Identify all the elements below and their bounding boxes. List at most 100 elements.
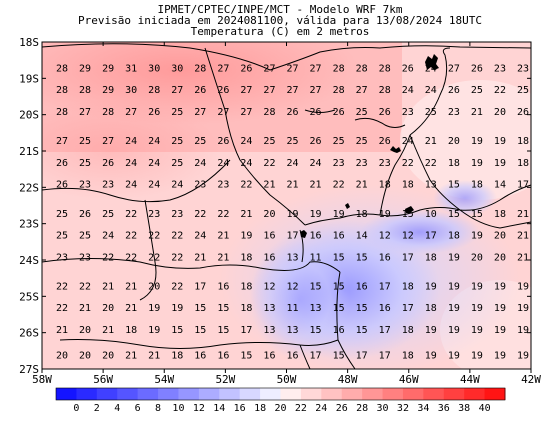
- temperature-value: 18: [425, 303, 437, 314]
- colorbar-label: 30: [377, 403, 389, 414]
- lat-tick-label: 27S: [19, 363, 39, 376]
- colorbar-label: 24: [315, 403, 327, 414]
- temperature-value: 24: [148, 136, 160, 147]
- temperature-value: 25: [171, 158, 183, 169]
- temperature-value: 19: [517, 325, 529, 336]
- temperature-value: 22: [333, 180, 345, 191]
- colorbar-swatch: [239, 388, 261, 400]
- lat-tick-label: 18S: [19, 36, 39, 49]
- temperature-value: 17: [517, 180, 529, 191]
- temperature-value: 15: [448, 180, 460, 191]
- temperature-value: 22: [494, 85, 506, 96]
- temperature-value: 25: [79, 231, 91, 242]
- temperature-value: 21: [102, 281, 114, 292]
- lon-tick-label: 50W: [277, 373, 297, 386]
- temperature-value: 19: [494, 158, 506, 169]
- temperature-value: 16: [194, 350, 206, 361]
- temperature-value: 22: [148, 252, 160, 263]
- temperature-value: 15: [240, 350, 252, 361]
- temperature-value: 21: [425, 136, 437, 147]
- temperature-value: 20: [494, 231, 506, 242]
- temperature-value: 25: [286, 136, 298, 147]
- temperature-value: 16: [333, 325, 345, 336]
- temperature-value: 25: [471, 85, 483, 96]
- temperature-value: 19: [333, 209, 345, 220]
- temperature-value: 11: [286, 303, 298, 314]
- temperature-value: 23: [494, 63, 506, 74]
- lat-tick-label: 23S: [19, 218, 39, 231]
- temperature-value: 16: [379, 252, 391, 263]
- temperature-value: 22: [148, 231, 160, 242]
- temperature-value: 17: [240, 325, 252, 336]
- temperature-value: 24: [171, 180, 183, 191]
- temperature-value: 16: [263, 231, 275, 242]
- temperature-value: 27: [102, 136, 114, 147]
- colorbar-label: 20: [274, 403, 286, 414]
- temperature-value: 23: [402, 107, 414, 118]
- temperature-value: 22: [102, 252, 114, 263]
- temperature-value: 23: [379, 158, 391, 169]
- temperature-value: 25: [425, 107, 437, 118]
- colorbar-swatch: [260, 388, 281, 400]
- temperature-value: 21: [56, 325, 68, 336]
- colorbar-label: 22: [295, 403, 307, 414]
- temperature-value: 13: [310, 303, 322, 314]
- temperature-value: 19: [448, 303, 460, 314]
- temperature-value: 17: [402, 252, 414, 263]
- temperature-value: 15: [333, 252, 345, 263]
- temperature-value: 25: [171, 136, 183, 147]
- temperature-value: 20: [56, 350, 68, 361]
- temperature-value: 15: [310, 325, 322, 336]
- temperature-value: 24: [425, 85, 437, 96]
- colorbar-swatch: [423, 388, 445, 400]
- temperature-value: 21: [125, 281, 137, 292]
- temperature-value: 21: [217, 231, 229, 242]
- temperature-value: 18: [171, 350, 183, 361]
- temperature-value: 21: [286, 180, 298, 191]
- temperature-value: 17: [379, 350, 391, 361]
- temperature-value: 19: [471, 303, 483, 314]
- colorbar-label: 28: [356, 403, 368, 414]
- temperature-value: 25: [517, 85, 529, 96]
- temperature-value: 21: [102, 325, 114, 336]
- temperature-value: 21: [517, 252, 529, 263]
- colorbar-label: 36: [438, 403, 450, 414]
- temperature-value: 19: [448, 325, 460, 336]
- temperature-value: 22: [425, 158, 437, 169]
- lon-tick-label: 56W: [93, 373, 113, 386]
- lon-tick-label: 48W: [338, 373, 358, 386]
- temperature-value: 25: [263, 136, 275, 147]
- colorbar-swatch: [362, 388, 384, 400]
- lat-tick-label: 20S: [19, 109, 39, 122]
- temperature-value: 31: [125, 63, 137, 74]
- temperature-value: 17: [402, 303, 414, 314]
- temperature-value: 15: [356, 252, 368, 263]
- temperature-value: 26: [471, 63, 483, 74]
- temperature-value: 15: [333, 281, 345, 292]
- temperature-value: 12: [286, 281, 298, 292]
- temperature-value: 29: [102, 85, 114, 96]
- variable-label: Temperatura (C) em 2 metros: [190, 25, 370, 38]
- temperature-value: 19: [517, 303, 529, 314]
- temperature-value: 20: [471, 252, 483, 263]
- temperature-value: 19: [448, 252, 460, 263]
- temperature-value: 19: [471, 350, 483, 361]
- temperature-value: 16: [217, 281, 229, 292]
- temperature-value: 18: [425, 252, 437, 263]
- colorbar-swatch: [117, 388, 139, 400]
- temperature-value: 24: [402, 85, 414, 96]
- temperature-value: 15: [356, 325, 368, 336]
- temperature-value: 19: [148, 303, 160, 314]
- temperature-value: 25: [79, 158, 91, 169]
- temperature-value: 23: [333, 158, 345, 169]
- temperature-value: 21: [517, 209, 529, 220]
- temperature-value: 27: [240, 85, 252, 96]
- temperature-value: 28: [333, 63, 345, 74]
- temperature-value: 27: [217, 63, 229, 74]
- temperature-value: 26: [379, 107, 391, 118]
- temperature-value: 27: [240, 107, 252, 118]
- lon-tick-label: 42W: [521, 373, 541, 386]
- temperature-value: 21: [263, 180, 275, 191]
- temperature-value: 27: [448, 63, 460, 74]
